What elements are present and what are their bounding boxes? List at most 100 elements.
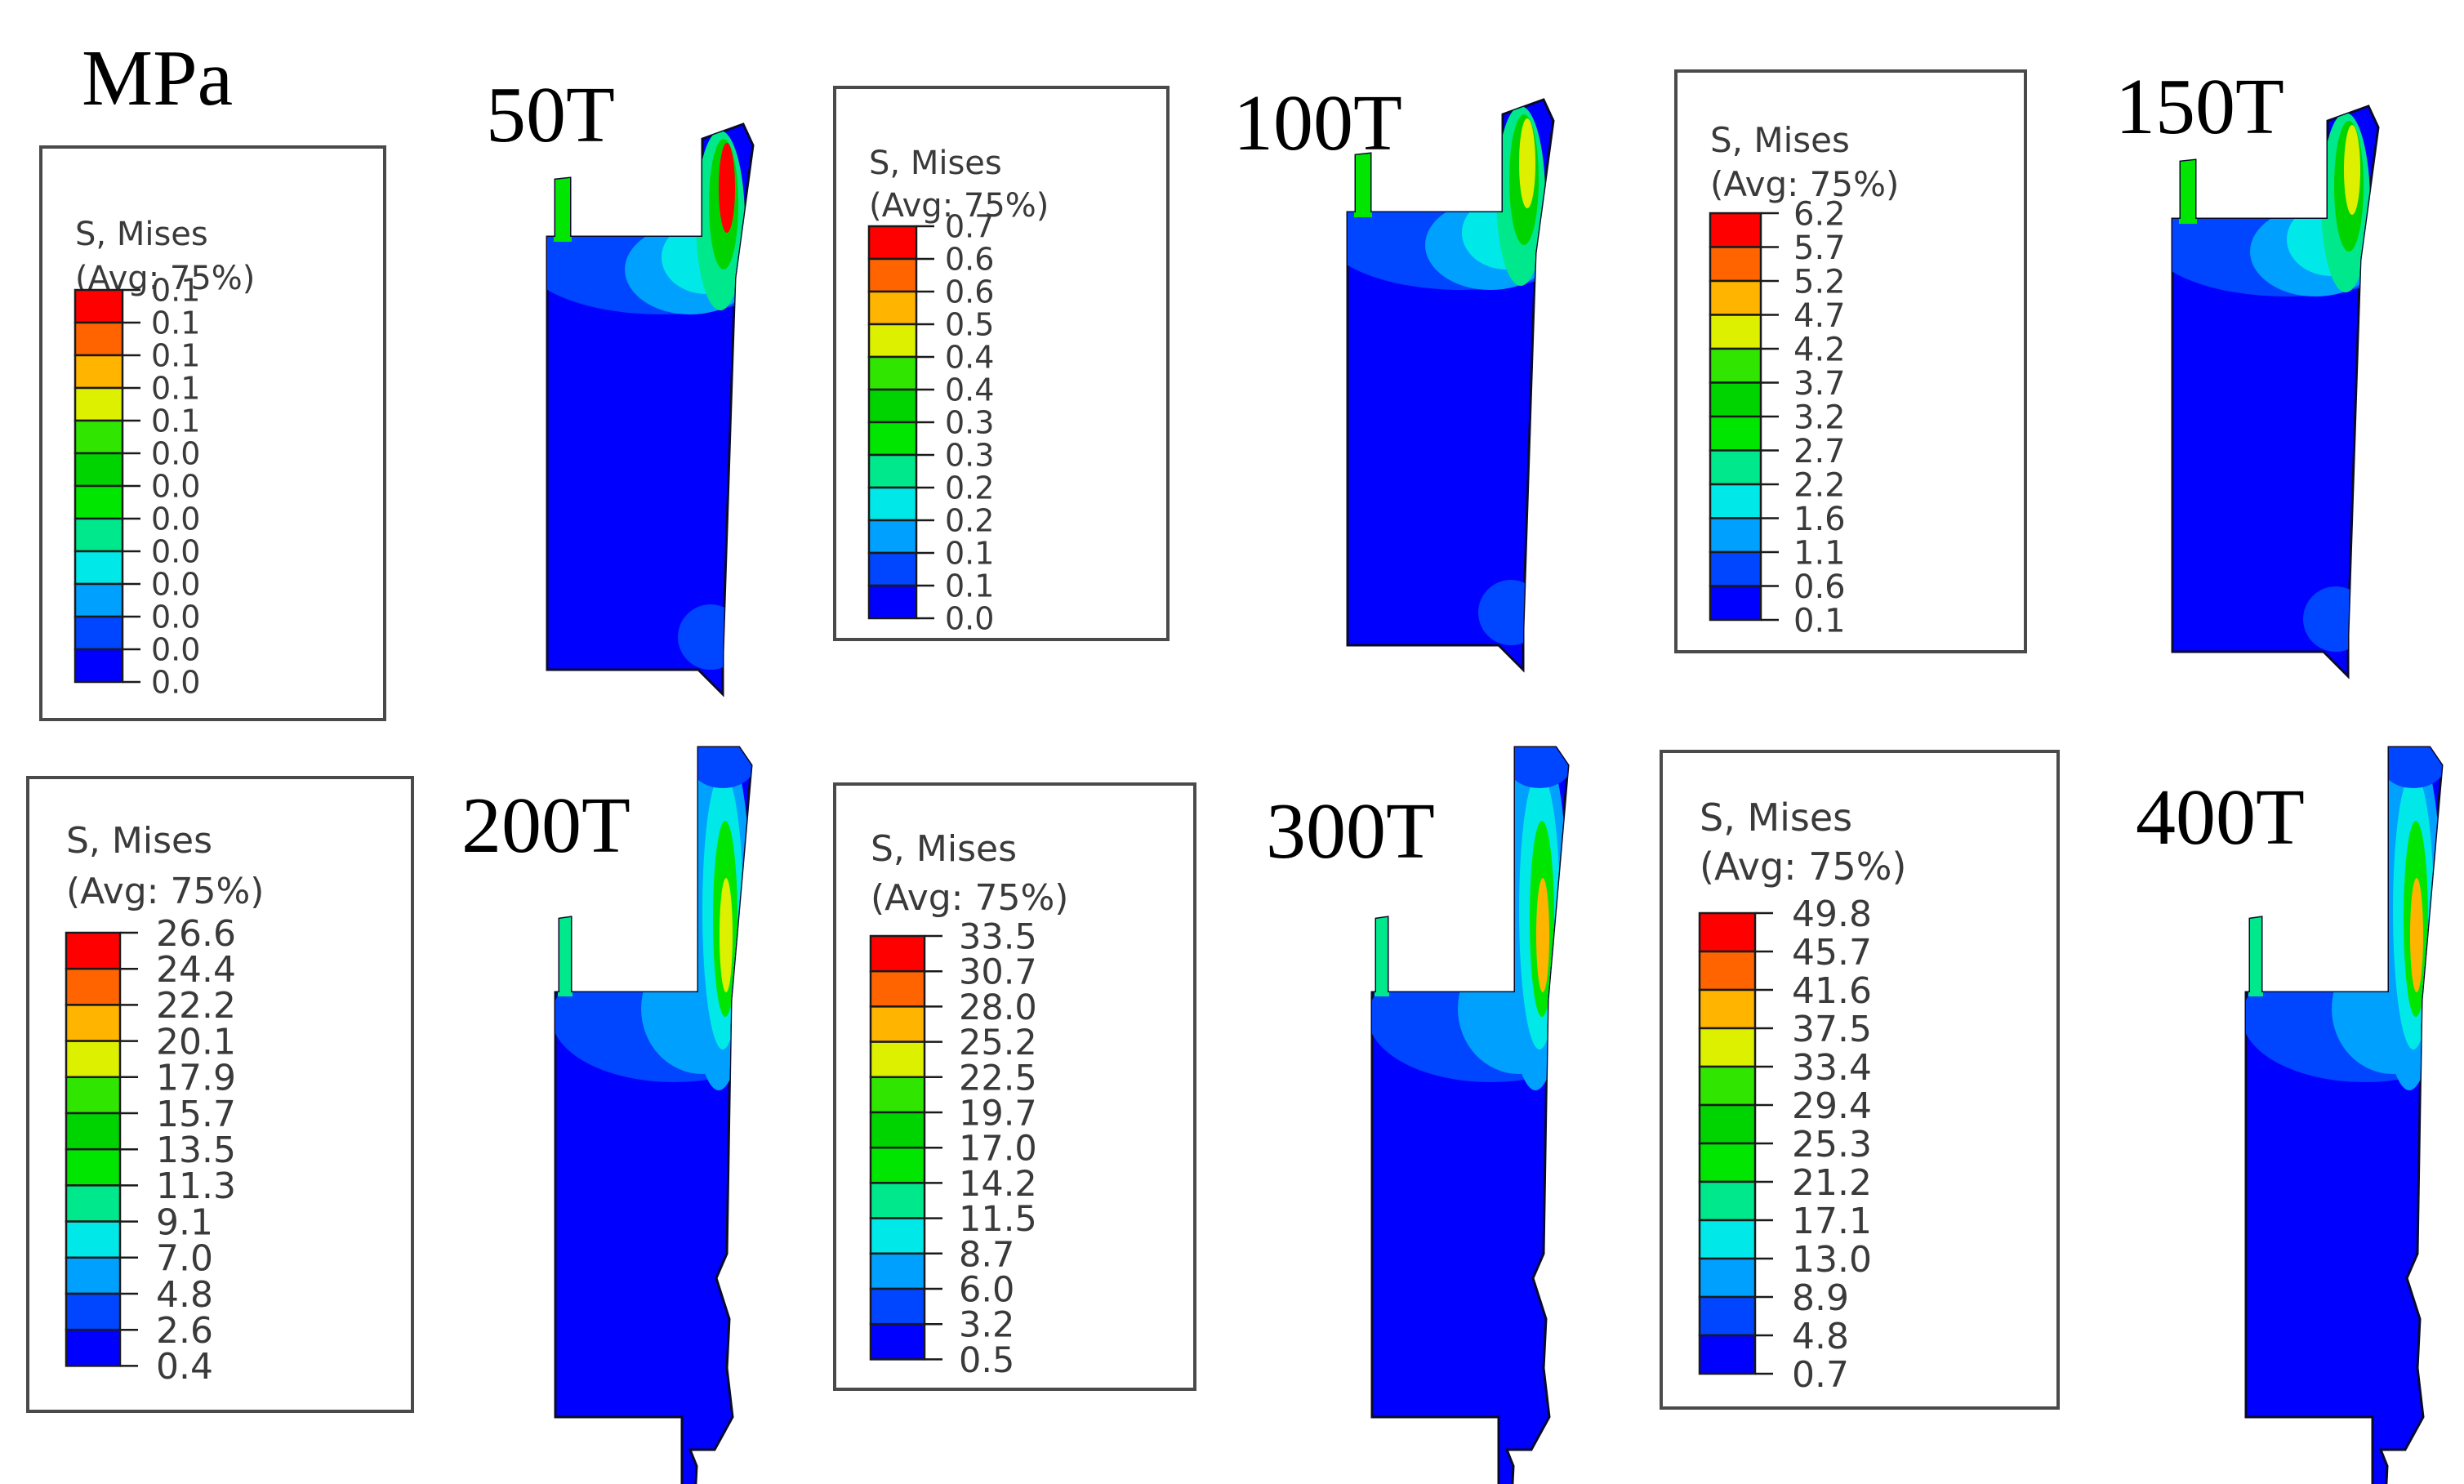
colorbar: 33.530.728.025.222.519.717.014.211.58.76… bbox=[869, 916, 1037, 1381]
colorbar-segment bbox=[74, 517, 124, 553]
colorbar-value: 0.3 bbox=[945, 438, 994, 474]
colorbar-value: 0.0 bbox=[151, 469, 200, 505]
colorbar-value: 0.0 bbox=[151, 436, 200, 472]
colorbar-value: 41.6 bbox=[1792, 970, 1872, 1012]
colorbar-value: 0.6 bbox=[945, 274, 994, 310]
colorbar-value: 0.2 bbox=[945, 470, 994, 506]
colorbar-value: 4.2 bbox=[1793, 331, 1846, 368]
stress-band bbox=[554, 176, 572, 242]
colorbar-segment bbox=[869, 1182, 926, 1219]
colorbar-value: 20.1 bbox=[156, 1021, 236, 1063]
colorbar-value: 13.5 bbox=[156, 1130, 236, 1171]
colorbar-value: 0.0 bbox=[151, 632, 200, 668]
colorbar-value: 11.5 bbox=[959, 1199, 1037, 1240]
stress-band bbox=[719, 143, 735, 233]
colorbar-value: 26.6 bbox=[156, 913, 236, 955]
colorbar-segment bbox=[65, 1184, 122, 1223]
colorbar-segment bbox=[1698, 1334, 1757, 1375]
legend-box: S, Mises (Avg: 75%) 0.1 0.1 0.1 0.1 0.1 0.0 0.0 0… bbox=[39, 145, 386, 721]
colorbar-value: 4.8 bbox=[1792, 1316, 1849, 1357]
colorbar-segment bbox=[65, 1040, 122, 1079]
colorbar-value: 1.1 bbox=[1793, 534, 1846, 572]
colorbar-value: 1.6 bbox=[1793, 501, 1846, 538]
legend-box: S, Mises (Avg: 75%) 33.5 30.7 28.0 25.2 22.5 19… bbox=[833, 782, 1196, 1391]
colorbar-value: 25.3 bbox=[1792, 1124, 1872, 1165]
colorbar-value: 22.2 bbox=[156, 985, 236, 1027]
colorbar-value: 25.2 bbox=[959, 1023, 1037, 1063]
legend-averaging: (Avg: 75%) bbox=[66, 871, 265, 912]
legend-title: S, Mises bbox=[871, 828, 1018, 870]
colorbar-segment bbox=[74, 582, 124, 618]
colorbar-segment bbox=[74, 615, 124, 651]
colorbar-value: 0.1 bbox=[151, 403, 200, 439]
colorbar-segment bbox=[1698, 950, 1757, 992]
stress-band bbox=[1375, 915, 1389, 996]
colorbar: 6.25.75.24.74.23.73.22.72.21.61.10.60.1 bbox=[1709, 195, 1846, 640]
colorbar-segment bbox=[1698, 1257, 1757, 1299]
colorbar-segment bbox=[867, 584, 918, 620]
colorbar-segment bbox=[1709, 415, 1762, 452]
colorbar-segment bbox=[1709, 246, 1762, 283]
colorbar: 26.624.422.220.117.915.713.511.39.17.04.… bbox=[65, 913, 236, 1388]
colorbar-value: 3.2 bbox=[959, 1305, 1014, 1346]
legend-title: S, Mises bbox=[75, 216, 208, 253]
colorbar: 0.10.10.10.10.10.00.00.00.00.00.00.00.0 bbox=[74, 273, 200, 701]
colorbar-value: 0.1 bbox=[151, 305, 200, 341]
colorbar-value: 2.7 bbox=[1793, 433, 1846, 470]
colorbar-value: 2.6 bbox=[156, 1310, 213, 1352]
colorbar-value: 37.5 bbox=[1792, 1009, 1872, 1050]
colorbar-segment bbox=[1698, 1065, 1757, 1107]
colorbar-segment bbox=[867, 551, 918, 587]
colorbar-value: 0.1 bbox=[151, 338, 200, 374]
colorbar-value: 6.2 bbox=[1793, 195, 1846, 233]
colorbar-value: 0.1 bbox=[1793, 602, 1846, 640]
colorbar-segment bbox=[1709, 347, 1762, 384]
stress-band bbox=[2179, 158, 2197, 224]
colorbar-segment bbox=[869, 1111, 926, 1149]
colorbar-value: 0.6 bbox=[945, 242, 994, 278]
legend-box: S, Mises (Avg: 75%) 49.8 45.7 41.6 37.5 33.4 29… bbox=[1660, 750, 2060, 1410]
colorbar-value: 0.0 bbox=[151, 665, 200, 701]
colorbar-value: 0.3 bbox=[945, 405, 994, 441]
colorbar-segment bbox=[65, 1292, 122, 1331]
colorbar-value: 6.0 bbox=[959, 1269, 1014, 1310]
colorbar-value: 19.7 bbox=[959, 1093, 1037, 1134]
stress-band bbox=[2344, 125, 2360, 215]
load-label: 200T bbox=[461, 782, 630, 870]
colorbar-value: 13.0 bbox=[1792, 1239, 1872, 1281]
stress-band bbox=[558, 915, 573, 996]
colorbar-segment bbox=[867, 519, 918, 555]
colorbar-segment bbox=[869, 969, 926, 1008]
colorbar-segment bbox=[1698, 1180, 1757, 1222]
colorbar-segment bbox=[867, 486, 918, 522]
colorbar-value: 24.4 bbox=[156, 949, 236, 991]
colorbar-value: 0.5 bbox=[959, 1340, 1014, 1381]
colorbar-segment bbox=[65, 1004, 122, 1042]
load-label: 150T bbox=[2115, 63, 2284, 151]
colorbar-value: 0.7 bbox=[945, 209, 994, 245]
legend-title: S, Mises bbox=[66, 820, 213, 862]
colorbar-segment bbox=[869, 1146, 926, 1184]
legend-box: S, Mises (Avg: 75%) 0.7 0.6 0.6 0.5 0.4 0.4 0.3 0… bbox=[833, 86, 1170, 641]
legend-averaging: (Avg: 75%) bbox=[1710, 164, 1900, 204]
stress-band bbox=[720, 878, 733, 992]
colorbar-value: 0.4 bbox=[156, 1346, 213, 1388]
colorbar-segment bbox=[1698, 1142, 1757, 1183]
colorbar-value: 0.1 bbox=[151, 371, 200, 407]
colorbar-value: 0.0 bbox=[151, 567, 200, 603]
colorbar: 49.845.741.637.533.429.425.321.217.113.0… bbox=[1698, 894, 1872, 1396]
colorbar-segment bbox=[1698, 1219, 1757, 1260]
colorbar-value: 0.1 bbox=[945, 536, 994, 572]
load-label: 100T bbox=[1233, 79, 1402, 167]
colorbar-value: 0.6 bbox=[1793, 568, 1846, 606]
colorbar-value: 0.4 bbox=[945, 372, 994, 408]
colorbar-value: 0.1 bbox=[945, 568, 994, 604]
colorbar-value: 28.0 bbox=[959, 987, 1037, 1028]
colorbar-segment bbox=[1709, 483, 1762, 519]
colorbar-value: 0.1 bbox=[151, 273, 200, 309]
colorbar-value: 0.0 bbox=[151, 501, 200, 537]
